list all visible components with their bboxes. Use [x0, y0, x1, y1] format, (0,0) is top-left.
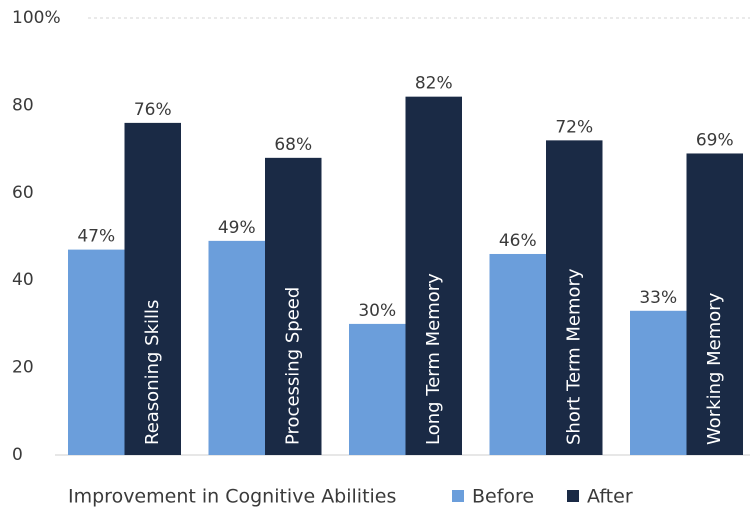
legend-swatch: [567, 490, 579, 502]
legend-swatch: [452, 490, 464, 502]
value-label: 30%: [358, 301, 396, 321]
y-tick-label: 60: [12, 183, 34, 203]
category-label: Processing Speed: [282, 287, 303, 445]
legend-label: Before: [472, 486, 534, 508]
category-label: Reasoning Skills: [142, 300, 163, 445]
value-label: 69%: [696, 130, 734, 150]
value-label: 82%: [415, 74, 453, 94]
value-label: 72%: [555, 117, 593, 137]
bar: [405, 96, 462, 455]
bar: [489, 253, 546, 455]
value-label: 68%: [274, 135, 312, 155]
category-label: Working Memory: [704, 292, 725, 445]
value-label: 33%: [639, 288, 677, 308]
category-label: Long Term Memory: [423, 273, 444, 445]
bar: [686, 153, 743, 455]
bar: [208, 240, 265, 455]
bar: [68, 249, 125, 455]
y-tick-label: 0: [12, 445, 23, 465]
legend-label: After: [587, 486, 633, 508]
bar: [630, 310, 687, 455]
y-tick-label: 100%: [12, 8, 61, 28]
value-label: 49%: [218, 218, 256, 238]
y-tick-label: 20: [12, 358, 34, 378]
value-label: 76%: [134, 100, 172, 120]
bar: [124, 122, 181, 455]
y-tick-label: 80: [12, 95, 34, 115]
y-tick-label: 40: [12, 270, 34, 290]
category-label: Short Term Memory: [563, 268, 584, 445]
value-label: 46%: [499, 231, 537, 251]
bar: [546, 140, 603, 456]
bar: [349, 323, 406, 455]
value-label: 47%: [77, 227, 115, 247]
legend-title: Improvement in Cognitive Abilities: [68, 486, 396, 508]
bar: [265, 157, 322, 455]
